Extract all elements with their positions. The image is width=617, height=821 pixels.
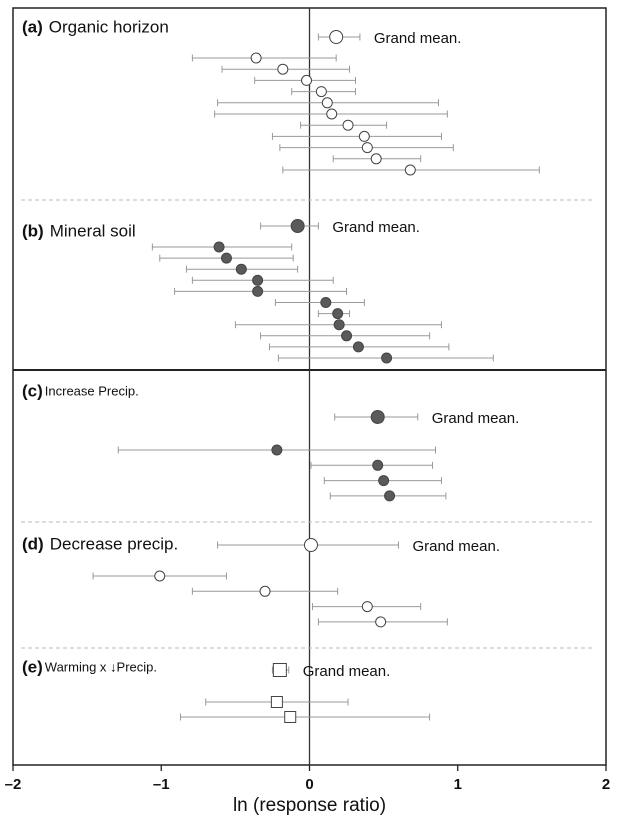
panel-tag: (a) <box>22 17 43 36</box>
x-tick-label: –2 <box>5 776 22 793</box>
panel-label: Mineral soil <box>50 221 136 240</box>
x-tick-label: 2 <box>602 776 610 793</box>
point <box>320 297 332 308</box>
point <box>315 86 327 98</box>
point <box>372 459 384 471</box>
point <box>370 153 382 165</box>
point <box>252 274 264 286</box>
point <box>277 63 289 75</box>
point <box>154 570 166 582</box>
panel-label: Organic horizon <box>49 17 169 36</box>
point <box>284 711 297 723</box>
point <box>220 252 232 264</box>
point <box>381 352 393 364</box>
point <box>329 30 344 44</box>
x-axis-label: ln (response ratio) <box>233 795 386 816</box>
point <box>303 538 318 552</box>
point <box>259 585 271 597</box>
grand-mean-label: Grand mean. <box>303 663 391 680</box>
point <box>332 308 344 320</box>
x-tick-label: 1 <box>454 776 462 793</box>
panel-tag: (d) <box>22 534 44 553</box>
panel-tag: (b) <box>22 221 44 240</box>
point <box>361 601 373 613</box>
point <box>301 74 313 86</box>
grand-mean-label: Grand mean. <box>374 30 462 47</box>
panel-label: Increase Precip. <box>45 383 139 398</box>
point <box>271 444 283 456</box>
point <box>384 490 396 502</box>
point <box>252 285 264 297</box>
panel-tag: (e) <box>22 657 43 676</box>
point <box>321 97 333 109</box>
point <box>250 52 262 64</box>
point <box>333 319 345 331</box>
point <box>290 219 305 233</box>
point <box>375 616 387 628</box>
point <box>361 142 373 154</box>
x-tick-label: 0 <box>305 776 313 793</box>
x-tick-label: –1 <box>153 776 170 793</box>
point <box>378 475 390 487</box>
point <box>272 663 287 677</box>
grand-mean-label: Grand mean. <box>412 538 500 555</box>
panel-label: Decrease precip. <box>50 534 179 553</box>
grand-mean-label: Grand mean. <box>332 219 420 236</box>
point <box>370 410 385 424</box>
point <box>235 263 247 275</box>
panel-tag: (c) <box>22 381 43 400</box>
point <box>352 341 364 353</box>
point <box>213 241 225 253</box>
point <box>358 130 370 142</box>
panel-label: Warming x ↓Precip. <box>45 659 157 674</box>
point <box>326 108 338 120</box>
point <box>270 696 283 708</box>
point <box>342 119 354 131</box>
point <box>404 164 416 176</box>
point <box>341 330 353 342</box>
grand-mean-label: Grand mean. <box>432 410 520 427</box>
